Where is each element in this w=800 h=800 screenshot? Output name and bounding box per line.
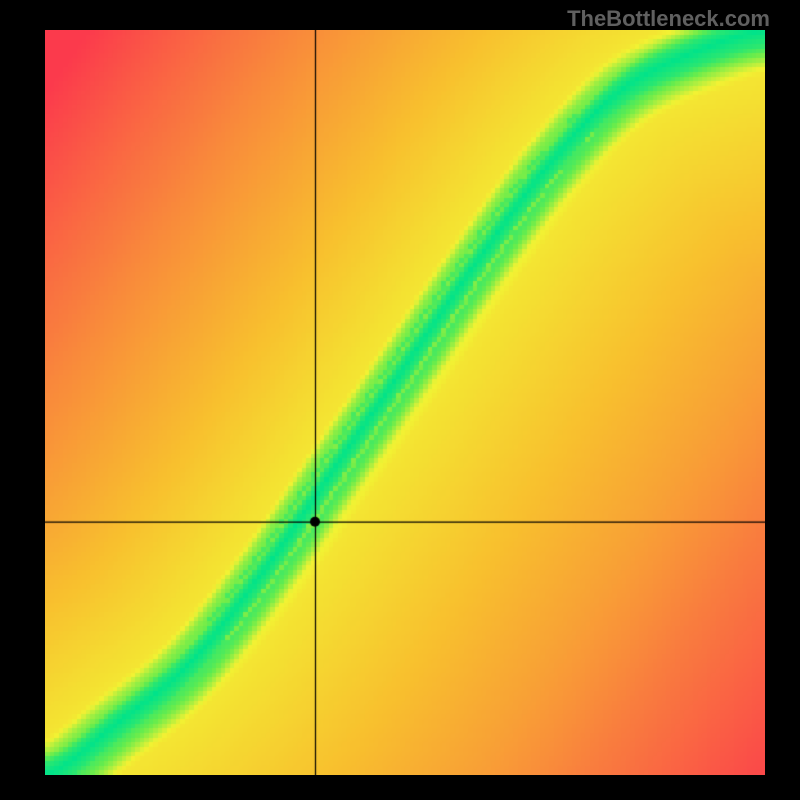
watermark-text: TheBottleneck.com: [567, 6, 770, 32]
chart-root: TheBottleneck.com: [0, 0, 800, 800]
bottleneck-heatmap: [45, 30, 765, 775]
